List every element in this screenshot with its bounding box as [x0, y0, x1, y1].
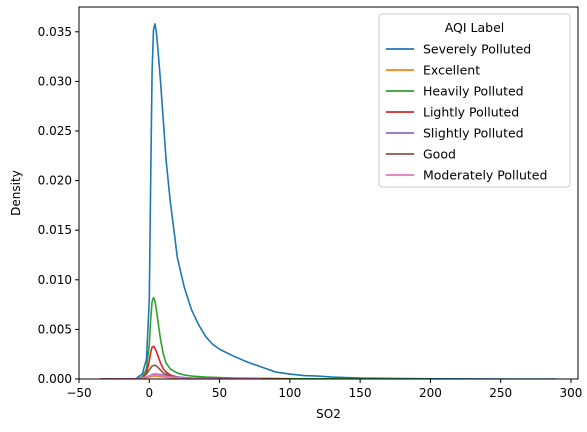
y-tick-label: 0.005 [38, 322, 72, 336]
x-tick-label: 50 [212, 386, 227, 400]
x-tick-label: 300 [560, 386, 583, 400]
legend-box [379, 14, 570, 187]
y-tick-label: 0.010 [38, 273, 72, 287]
legend-label-heavily-polluted: Heavily Polluted [423, 84, 524, 99]
y-tick-label: 0.035 [38, 25, 72, 39]
legend-title: AQI Label [445, 20, 505, 35]
y-axis-label: Density [9, 170, 23, 216]
y-tick-label: 0.015 [38, 223, 72, 237]
x-tick-label: 100 [278, 386, 301, 400]
x-tick-label: 250 [489, 386, 512, 400]
x-tick-label: 200 [419, 386, 442, 400]
x-tick-label: 150 [349, 386, 372, 400]
series-line-heavily-polluted [100, 298, 430, 379]
y-tick-label: 0.030 [38, 74, 72, 88]
legend-label-excellent: Excellent [423, 63, 480, 78]
y-tick-label: 0.025 [38, 124, 72, 138]
y-tick-label: 0.000 [38, 372, 72, 386]
x-axis: −50 0 50 100 150 200 250 300 [66, 379, 582, 400]
x-tick-label: −50 [66, 386, 91, 400]
y-axis: 0.000 0.005 0.010 0.015 0.020 0.025 0.030 0.035 [38, 25, 79, 386]
legend-label-slightly-polluted: Slightly Polluted [423, 126, 524, 141]
legend-label-good: Good [423, 147, 456, 162]
legend-label-moderately-polluted: Moderately Polluted [423, 168, 547, 183]
y-tick-label: 0.020 [38, 174, 72, 188]
legend-label-severely-polluted: Severely Polluted [423, 42, 531, 57]
x-axis-label: SO2 [316, 407, 341, 421]
legend-label-lightly-polluted: Lightly Polluted [423, 105, 519, 120]
series-line-lightly-polluted [100, 346, 290, 379]
legend: AQI Label Severely Polluted Excellent Heav… [379, 14, 570, 187]
x-tick-label: 0 [145, 386, 153, 400]
